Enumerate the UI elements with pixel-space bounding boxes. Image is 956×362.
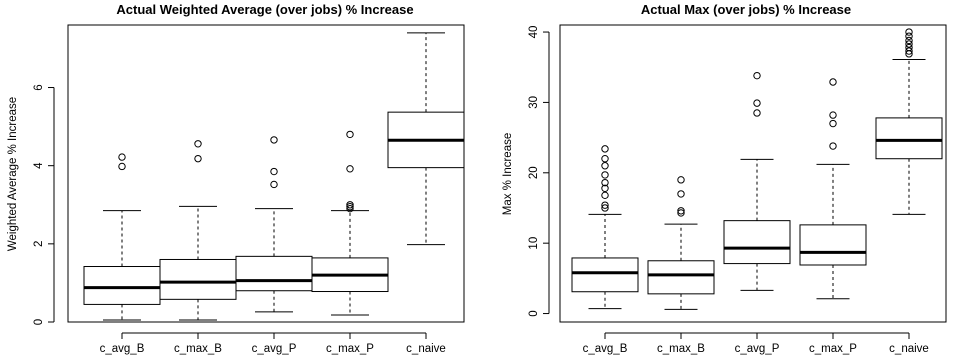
outlier-point	[829, 142, 837, 150]
outlier-point	[905, 40, 913, 48]
y-tick-label: 0	[528, 310, 540, 316]
x-tick-label: c_avg_P	[252, 343, 297, 355]
outlier-point	[753, 71, 761, 80]
outlier-point	[346, 165, 354, 173]
outlier-point	[270, 180, 278, 189]
iqr-box	[875, 117, 943, 160]
iqr-box	[647, 260, 715, 295]
plot-frame	[67, 24, 465, 323]
outlier-point	[829, 78, 837, 86]
outlier-point	[270, 136, 278, 144]
y-tick-label: 10	[528, 237, 540, 250]
outlier-point	[905, 28, 913, 36]
y-axis-label: Max % Increase	[502, 133, 514, 215]
outlier-point	[905, 36, 913, 45]
outlier-point	[905, 32, 913, 40]
x-tick-label: c_avg_B	[583, 343, 628, 355]
outlier-point	[905, 47, 913, 55]
outlier-point	[601, 155, 609, 163]
outlier-point	[601, 184, 609, 192]
outlier-point	[118, 153, 126, 161]
outlier-point	[601, 191, 609, 200]
outlier-point	[601, 171, 609, 179]
outlier-point	[753, 109, 761, 117]
y-tick-label: 2	[33, 241, 45, 247]
x-tick-label: c_max_B	[657, 343, 705, 355]
iqr-box	[571, 257, 639, 293]
x-tick-label: c_avg_P	[735, 343, 780, 355]
iqr-box	[235, 255, 313, 292]
y-axis-label: Weighted Average % Increase	[7, 97, 19, 251]
iqr-box	[159, 258, 237, 300]
outlier-point	[346, 130, 354, 139]
weighted-average-boxplot-panel: Actual Weighted Average (over jobs) % In…	[7, 2, 465, 355]
outlier-point	[118, 162, 126, 171]
outlier-point	[194, 140, 202, 148]
outlier-point	[194, 154, 202, 163]
x-tick-label: c_max_P	[809, 343, 857, 355]
outlier-point	[753, 99, 761, 107]
x-tick-label: c_max_B	[174, 343, 222, 355]
outlier-point	[346, 204, 354, 213]
x-tick-label: c_max_P	[326, 343, 374, 355]
outlier-point	[601, 178, 609, 187]
iqr-box	[83, 266, 161, 305]
outlier-point	[829, 111, 837, 119]
outlier-point	[601, 162, 609, 170]
y-tick-label: 40	[528, 26, 540, 39]
y-tick-label: 30	[528, 96, 540, 109]
y-tick-label: 4	[33, 162, 45, 169]
chart-title: Actual Max (over jobs) % Increase	[641, 2, 851, 17]
outlier-point	[677, 190, 685, 198]
outlier-point	[677, 176, 685, 184]
y-tick-label: 6	[33, 84, 45, 90]
outlier-point	[270, 167, 278, 176]
outlier-point	[677, 209, 685, 217]
outlier-point	[829, 119, 837, 128]
outlier-point	[905, 43, 913, 52]
outlier-point	[677, 207, 685, 215]
x-tick-label: c_avg_B	[100, 343, 145, 355]
outlier-point	[346, 203, 354, 211]
max-boxplot-panel: Actual Max (over jobs) % Increase Max % …	[502, 2, 947, 355]
x-tick-label: c_naive	[406, 343, 446, 355]
iqr-box	[723, 220, 791, 265]
iqr-box	[799, 224, 867, 266]
outlier-point	[601, 204, 609, 212]
chart-title: Actual Weighted Average (over jobs) % In…	[116, 2, 413, 17]
outlier-point	[346, 201, 354, 209]
outlier-point	[601, 201, 609, 209]
outlier-point	[601, 145, 609, 153]
y-tick-label: 20	[528, 166, 540, 179]
plot-frame	[559, 24, 947, 323]
x-tick-label: c_naive	[889, 343, 929, 355]
y-tick-label: 0	[33, 319, 45, 325]
